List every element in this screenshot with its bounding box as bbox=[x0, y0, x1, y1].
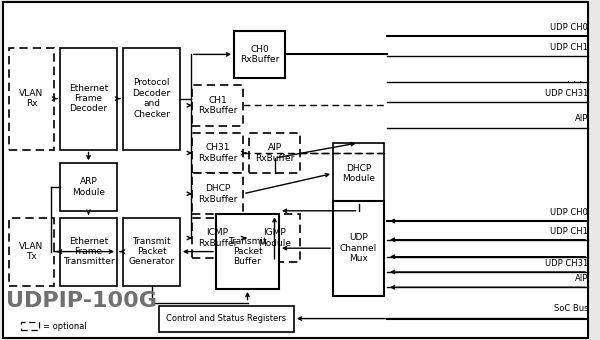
Text: ICMP
RxBuffer: ICMP RxBuffer bbox=[198, 228, 237, 248]
Text: UDP CH31: UDP CH31 bbox=[545, 89, 588, 98]
Text: Ethernet
Frame
Decoder: Ethernet Frame Decoder bbox=[69, 84, 108, 114]
Text: UDP CH0: UDP CH0 bbox=[550, 23, 588, 32]
Bar bbox=[159, 306, 294, 332]
Text: Transmit
Packet
Buffer: Transmit Packet Buffer bbox=[228, 237, 267, 267]
Bar bbox=[192, 218, 243, 258]
Bar bbox=[249, 214, 300, 262]
Text: DHCP
Module: DHCP Module bbox=[342, 164, 375, 183]
Text: Ethernet
Frame
Transmitter: Ethernet Frame Transmitter bbox=[62, 237, 115, 267]
Bar bbox=[60, 163, 117, 211]
Text: VLAN
Tx: VLAN Tx bbox=[19, 242, 44, 261]
Bar bbox=[333, 143, 384, 204]
Text: UDPIP-100G: UDPIP-100G bbox=[6, 291, 157, 311]
Text: CH31
RxBuffer: CH31 RxBuffer bbox=[198, 143, 237, 163]
Text: AIP
RxBuffer: AIP RxBuffer bbox=[255, 143, 294, 163]
Text: Transmit
Packet
Generator: Transmit Packet Generator bbox=[128, 237, 175, 267]
Bar bbox=[192, 173, 243, 214]
Bar bbox=[192, 133, 243, 173]
Text: UDP CH0: UDP CH0 bbox=[550, 208, 588, 217]
Bar bbox=[234, 31, 285, 78]
Bar bbox=[9, 48, 54, 150]
Bar bbox=[249, 133, 300, 173]
Text: · · ·: · · · bbox=[567, 252, 582, 262]
Text: = optional: = optional bbox=[43, 322, 87, 330]
Text: UDP CH1: UDP CH1 bbox=[550, 43, 588, 52]
Text: AIP: AIP bbox=[575, 115, 588, 123]
Text: VLAN
Rx: VLAN Rx bbox=[19, 89, 44, 108]
Text: UDP
Channel
Mux: UDP Channel Mux bbox=[340, 233, 377, 263]
Bar bbox=[60, 48, 117, 150]
Text: AIP: AIP bbox=[575, 274, 588, 283]
Text: Control and Status Registers: Control and Status Registers bbox=[166, 314, 287, 323]
Text: · · ·: · · · bbox=[567, 76, 582, 87]
Text: SoC Bus: SoC Bus bbox=[554, 305, 588, 313]
Bar bbox=[216, 214, 279, 289]
Bar bbox=[123, 48, 180, 150]
Text: UDP CH1: UDP CH1 bbox=[550, 227, 588, 236]
Text: UDP CH31: UDP CH31 bbox=[545, 259, 588, 268]
Text: ARP
Module: ARP Module bbox=[72, 177, 105, 197]
Bar bbox=[333, 201, 384, 296]
Text: Protocol
Decoder
and
Checker: Protocol Decoder and Checker bbox=[133, 79, 170, 119]
Bar bbox=[21, 322, 39, 330]
Text: DHCP
RxBuffer: DHCP RxBuffer bbox=[198, 184, 237, 204]
Bar bbox=[123, 218, 180, 286]
Bar bbox=[9, 218, 54, 286]
Bar bbox=[192, 85, 243, 126]
Text: CH0
RxBuffer: CH0 RxBuffer bbox=[240, 45, 279, 64]
Text: CH1
RxBuffer: CH1 RxBuffer bbox=[198, 96, 237, 115]
Text: IGMP
Module: IGMP Module bbox=[258, 228, 291, 248]
Bar bbox=[60, 218, 117, 286]
